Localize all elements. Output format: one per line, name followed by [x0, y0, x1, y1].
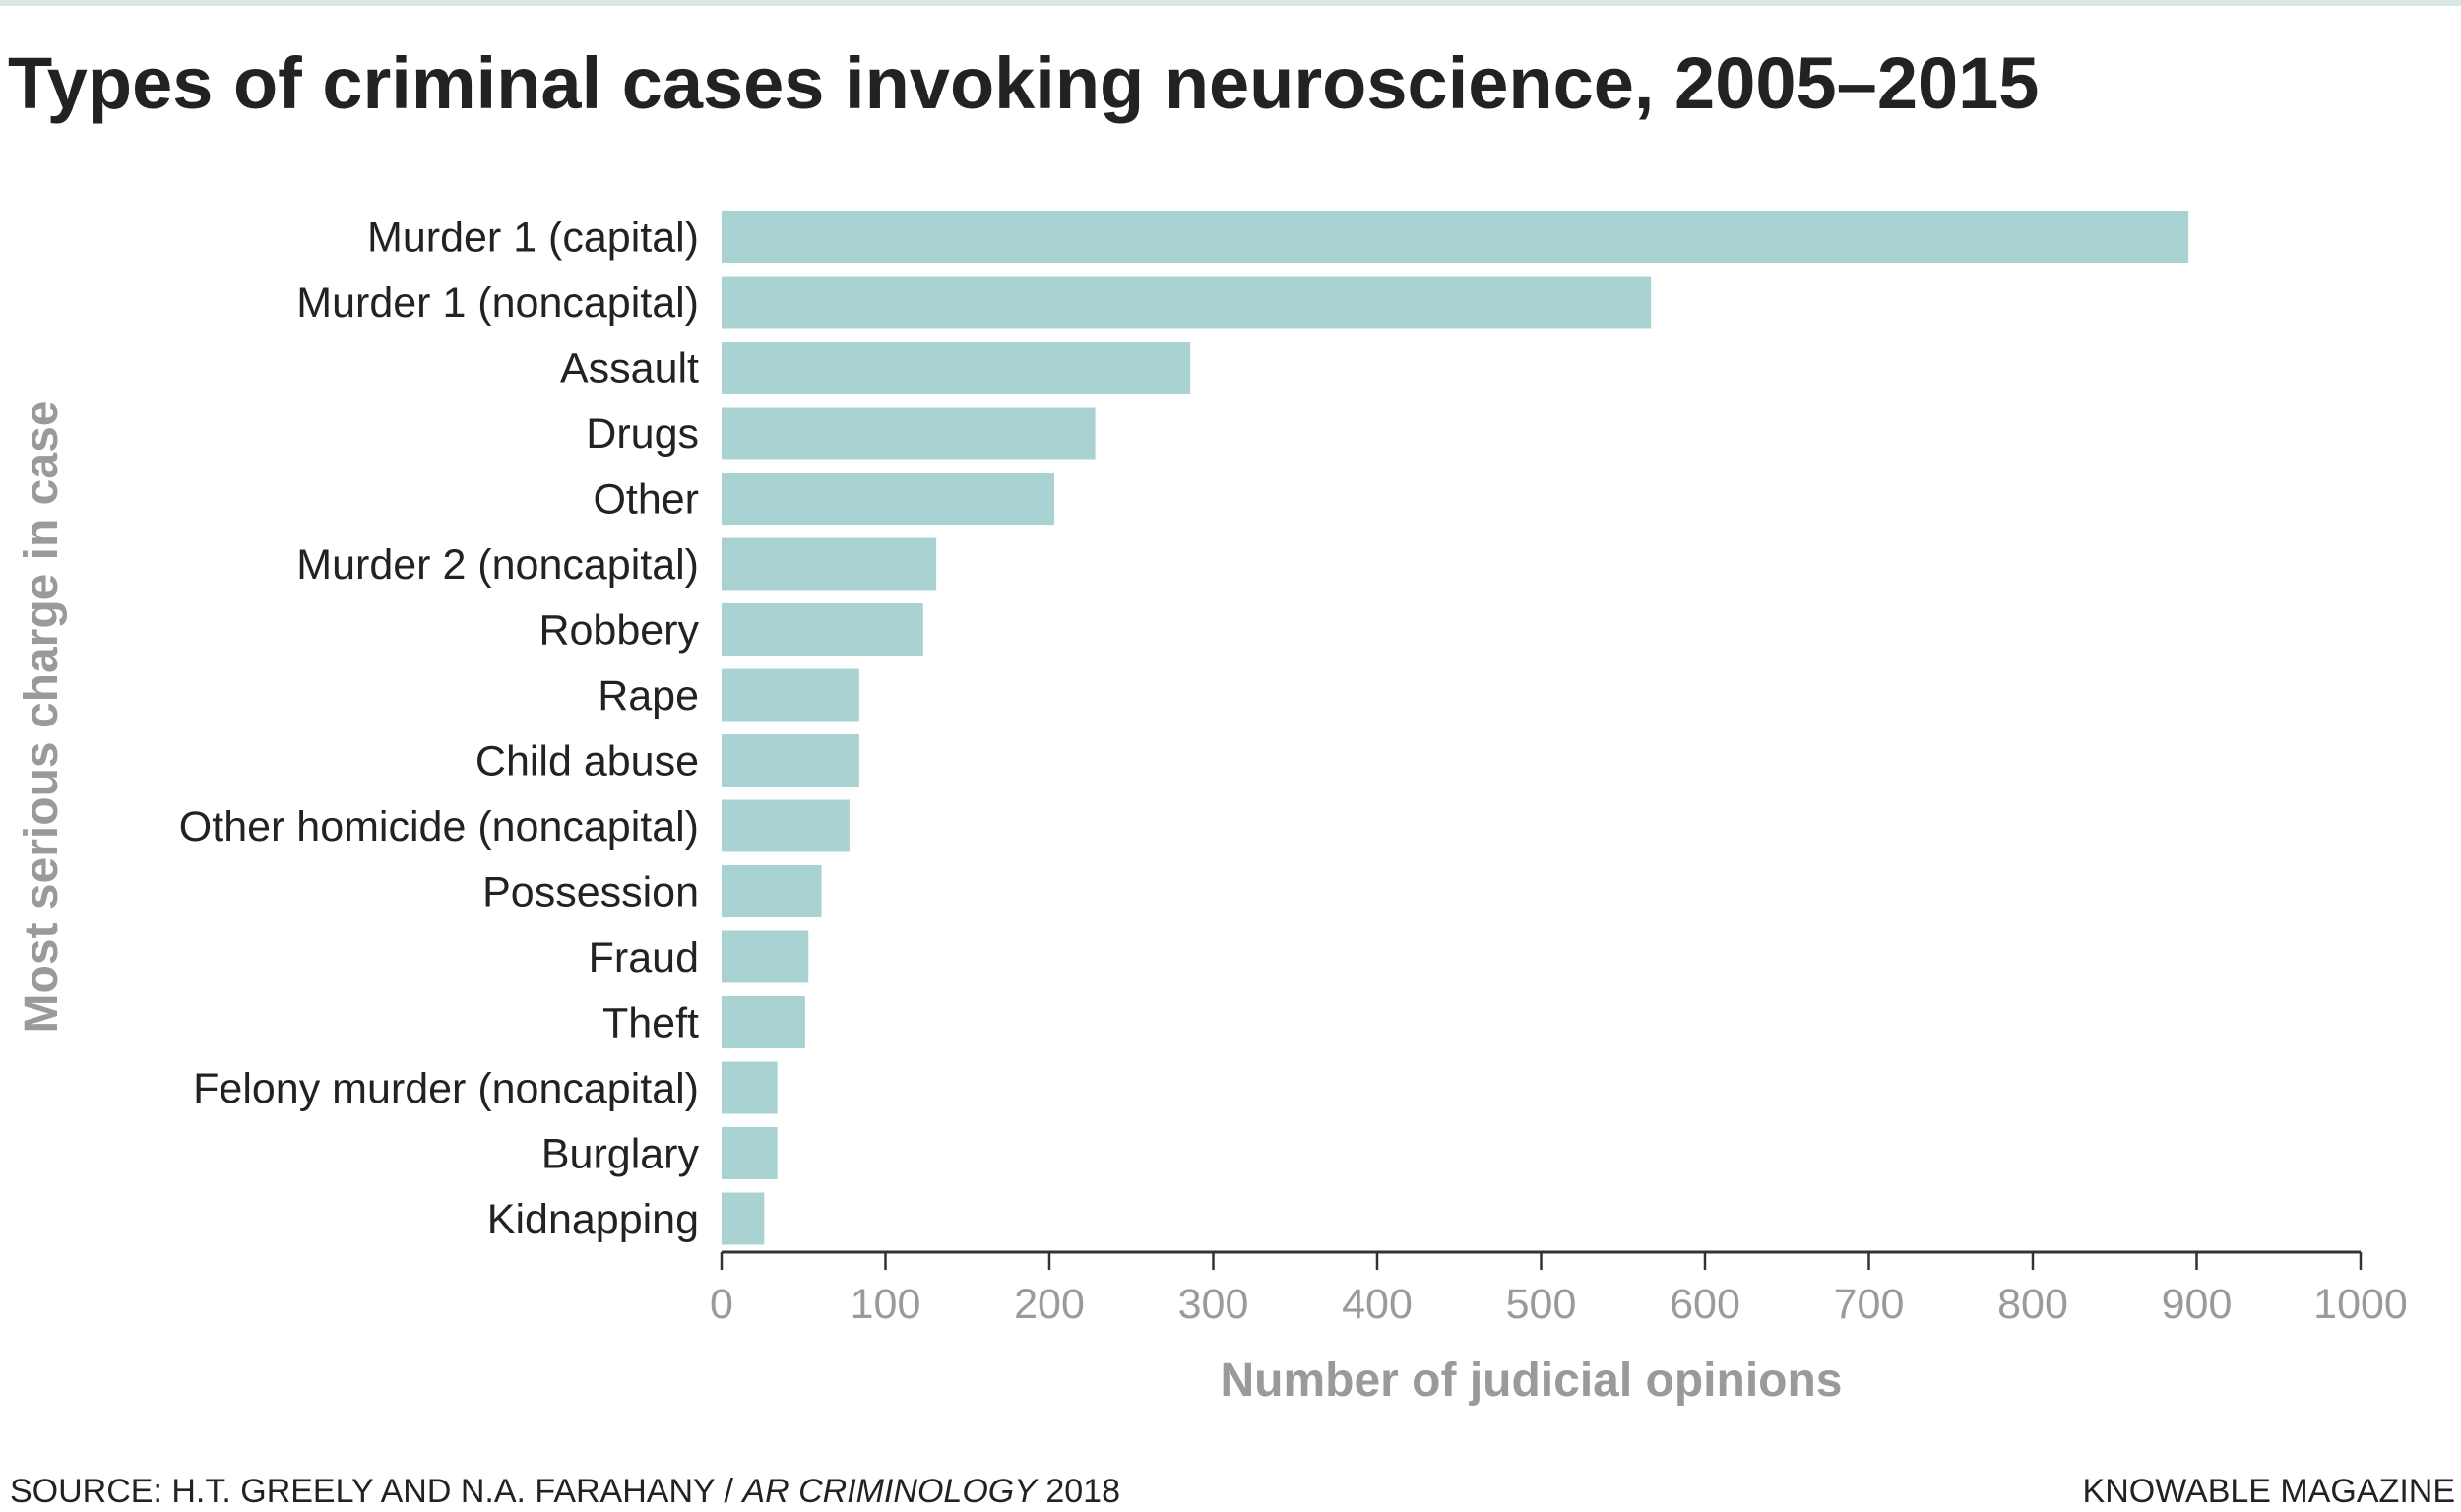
y-axis-title: Most serious charge in case [16, 401, 68, 1034]
bar-rape [722, 668, 859, 722]
source-year: 2018 [1036, 1473, 1120, 1510]
bar-other [722, 472, 1054, 525]
x-tick-label: 0 [710, 1281, 733, 1328]
category-label: Murder 1 (noncapital) [296, 280, 699, 327]
bar-murder-1-capital [722, 211, 2189, 263]
x-tick-label: 700 [1834, 1281, 1905, 1328]
bar-possession [722, 865, 822, 917]
category-label: Drugs [586, 410, 699, 458]
category-label: Rape [598, 672, 699, 720]
category-label: Other homicide (noncapital) [179, 803, 699, 850]
bar-burglary [722, 1127, 778, 1179]
category-label: Felony murder (noncapital) [193, 1065, 699, 1112]
top-rule [0, 0, 2461, 6]
x-tick-label: 500 [1506, 1281, 1577, 1328]
bar-murder-2-noncapital [722, 537, 937, 591]
bar-felony-murder-noncapital [722, 1061, 778, 1114]
bar-theft [722, 996, 805, 1048]
bar-drugs [722, 407, 1096, 460]
x-tick-label: 900 [2162, 1281, 2233, 1328]
x-tick-label: 100 [851, 1281, 921, 1328]
category-label: Murder 1 (capital) [367, 215, 699, 262]
bar-robbery [722, 603, 923, 656]
category-label: Other [593, 476, 699, 524]
chart-title: Types of criminal cases invoking neurosc… [8, 42, 2040, 124]
bar-child-abuse [722, 734, 859, 787]
x-axis-title: Number of judicial opinions [1220, 1354, 1842, 1407]
x-tick-label: 800 [1997, 1281, 2068, 1328]
category-label: Child abuse [475, 738, 699, 786]
bar-kidnapping [722, 1192, 765, 1245]
bar-other-homicide-noncapital [722, 799, 850, 852]
x-tick-label: 300 [1178, 1281, 1249, 1328]
source-prefix: SOURCE: H.T. GREELY AND N.A. FARAHANY / [10, 1473, 743, 1510]
bar-murder-1-noncapital [722, 276, 1652, 329]
category-label: Burglary [541, 1131, 700, 1178]
x-tick-label: 200 [1014, 1281, 1085, 1328]
x-tick-label: 400 [1342, 1281, 1413, 1328]
category-label: Fraud [589, 934, 699, 981]
category-label: Kidnapping [487, 1196, 699, 1243]
category-label: Robbery [538, 607, 699, 655]
x-tick-label: 1000 [2313, 1281, 2408, 1328]
category-label: Murder 2 (noncapital) [296, 541, 699, 589]
category-label: Theft [602, 1000, 699, 1047]
source-journal: AR CRIMINOLOGY [742, 1473, 1037, 1510]
publisher-credit: KNOWABLE MAGAZINE [2082, 1473, 2455, 1510]
source-note: SOURCE: H.T. GREELY AND N.A. FARAHANY / … [10, 1473, 1120, 1511]
x-tick-label: 600 [1670, 1281, 1740, 1328]
category-label: Possession [482, 869, 699, 916]
bar-assault [722, 342, 1191, 394]
category-label: Assault [560, 346, 699, 393]
bar-fraud [722, 930, 809, 983]
